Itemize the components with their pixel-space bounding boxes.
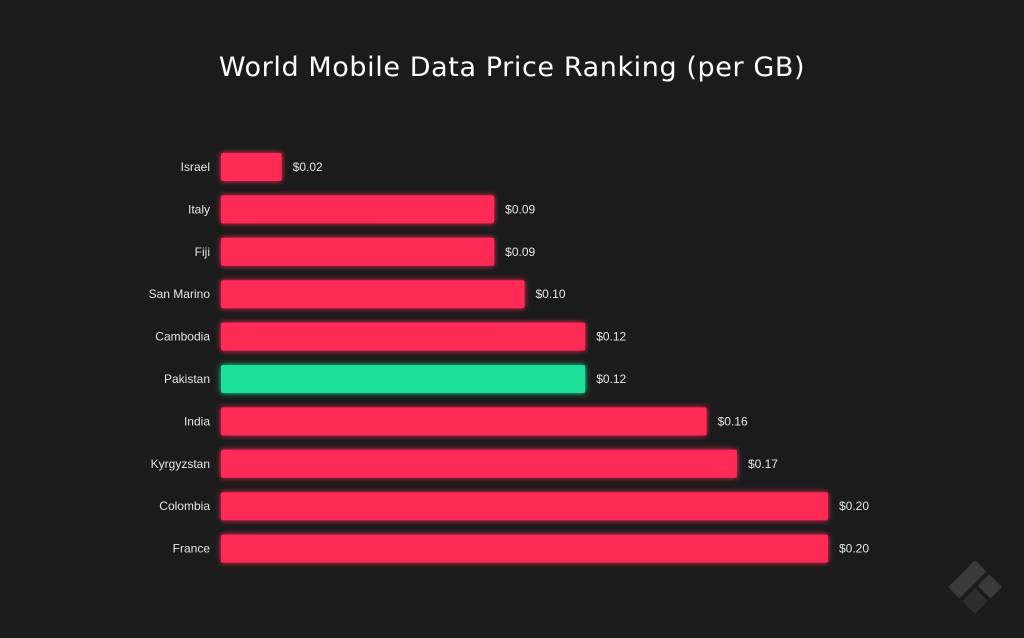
value-label: $0.17 (748, 457, 778, 471)
category-label: France (173, 542, 211, 556)
bar (221, 237, 495, 266)
bar (221, 195, 495, 224)
bar (221, 449, 737, 478)
value-label: $0.20 (839, 542, 869, 556)
value-label: $0.10 (536, 287, 566, 301)
bar-highlight (221, 365, 586, 393)
value-label: $0.02 (293, 160, 323, 174)
category-label: Italy (188, 202, 210, 216)
bar (221, 322, 586, 351)
category-label: Kyrgyzstan (151, 457, 210, 471)
brand-logo-icon (948, 560, 1002, 614)
category-label: Pakistan (164, 372, 210, 386)
bar (221, 534, 828, 563)
bar (221, 407, 707, 436)
category-label: Fiji (195, 245, 210, 259)
category-label: India (184, 414, 210, 428)
value-label: $0.12 (596, 372, 626, 386)
value-label: $0.12 (596, 330, 626, 344)
category-label: Colombia (159, 499, 210, 513)
chart-title: World Mobile Data Price Ranking (per GB) (218, 52, 806, 83)
value-label: $0.16 (718, 414, 748, 428)
category-label: Cambodia (155, 330, 210, 344)
value-label: $0.09 (505, 202, 535, 216)
bars-group: Israel $0.02 Italy $0.09 Fiji $0.09 San Marino… (149, 153, 869, 563)
value-label: $0.09 (505, 245, 535, 259)
value-label: $0.20 (839, 499, 869, 513)
category-label: San Marino (149, 287, 211, 301)
bar (221, 492, 828, 521)
category-label: Israel (181, 160, 210, 174)
bar (221, 153, 282, 181)
bar (221, 280, 525, 309)
